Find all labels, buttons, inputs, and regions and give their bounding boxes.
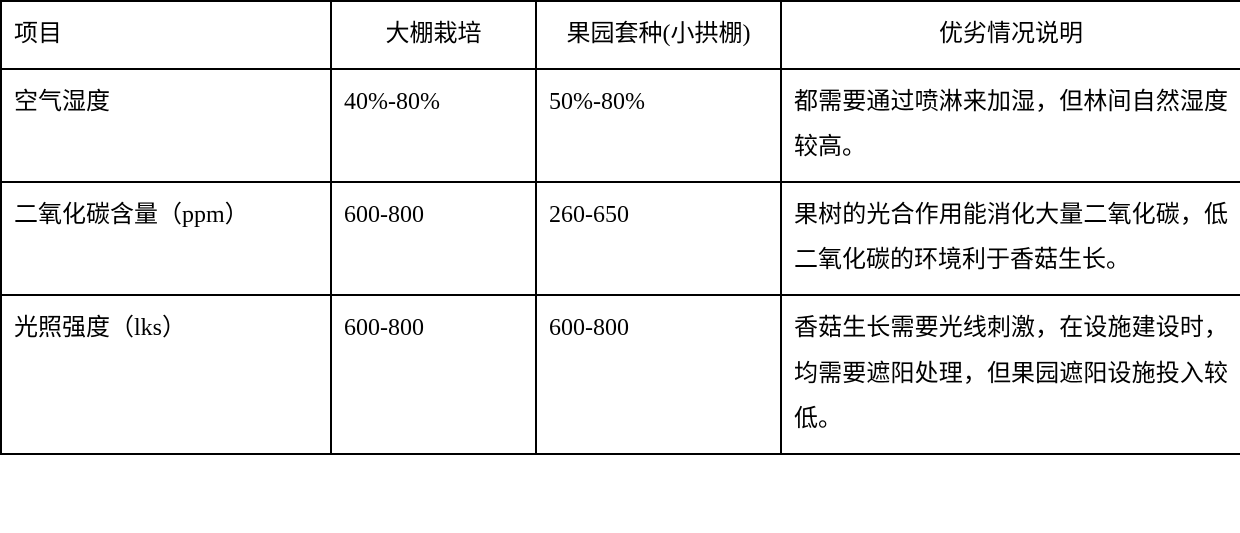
comparison-table: 项目 大棚栽培 果园套种(小拱棚) 优劣情况说明 空气湿度 40%-80% 50…	[0, 0, 1240, 455]
cell-greenhouse: 40%-80%	[331, 69, 536, 182]
table-row: 光照强度（lks） 600-800 600-800 香菇生长需要光线刺激，在设施…	[1, 295, 1240, 454]
column-header-orchard: 果园套种(小拱棚)	[536, 1, 781, 69]
table-row: 二氧化碳含量（ppm） 600-800 260-650 果树的光合作用能消化大量…	[1, 182, 1240, 295]
cell-notes: 香菇生长需要光线刺激，在设施建设时，均需要遮阳处理，但果园遮阳设施投入较低。	[781, 295, 1240, 454]
cell-label: 空气湿度	[1, 69, 331, 182]
cell-orchard: 600-800	[536, 295, 781, 454]
column-header-notes: 优劣情况说明	[781, 1, 1240, 69]
table-row: 空气湿度 40%-80% 50%-80% 都需要通过喷淋来加湿，但林间自然湿度较…	[1, 69, 1240, 182]
cell-label: 光照强度（lks）	[1, 295, 331, 454]
cell-notes: 都需要通过喷淋来加湿，但林间自然湿度较高。	[781, 69, 1240, 182]
cell-orchard: 260-650	[536, 182, 781, 295]
cell-label: 二氧化碳含量（ppm）	[1, 182, 331, 295]
cell-notes: 果树的光合作用能消化大量二氧化碳，低二氧化碳的环境利于香菇生长。	[781, 182, 1240, 295]
table-header-row: 项目 大棚栽培 果园套种(小拱棚) 优劣情况说明	[1, 1, 1240, 69]
comparison-table-container: 项目 大棚栽培 果园套种(小拱棚) 优劣情况说明 空气湿度 40%-80% 50…	[0, 0, 1240, 455]
column-header-greenhouse: 大棚栽培	[331, 1, 536, 69]
cell-orchard: 50%-80%	[536, 69, 781, 182]
cell-greenhouse: 600-800	[331, 295, 536, 454]
column-header-item: 项目	[1, 1, 331, 69]
cell-greenhouse: 600-800	[331, 182, 536, 295]
